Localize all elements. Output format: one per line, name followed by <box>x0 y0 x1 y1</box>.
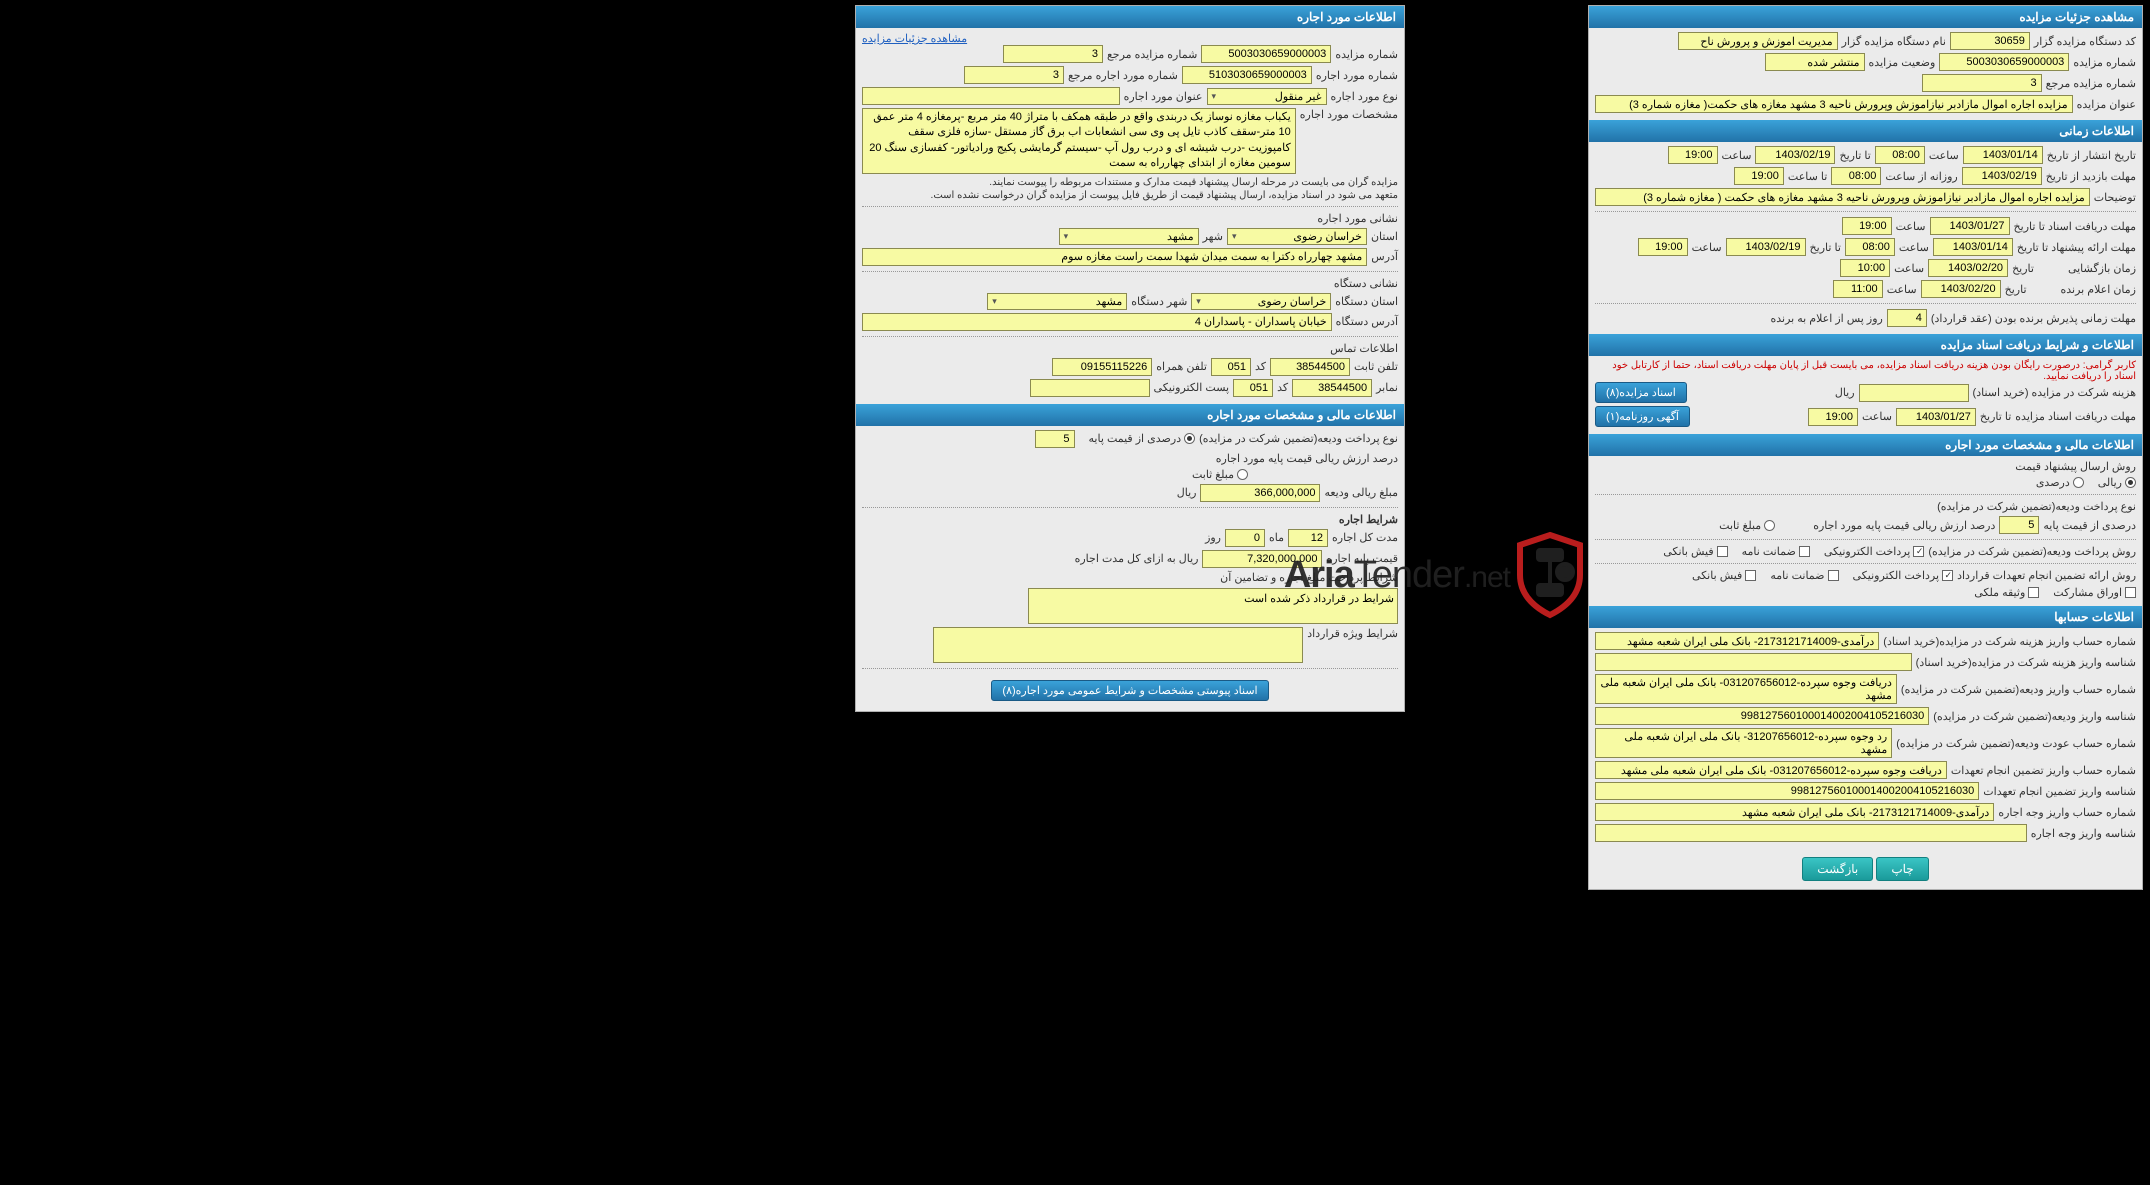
lbl-auction-no: شماره مزایده <box>2073 56 2136 69</box>
select-city[interactable]: مشهد▾ <box>1059 228 1199 245</box>
btn-back[interactable]: بازگشت <box>1802 857 1873 881</box>
desc2: متعهد می شود در اسناد مزایده، ارسال پیشن… <box>862 190 1398 201</box>
watermark: AriaTender.net <box>1284 530 1590 620</box>
btn-attach-docs[interactable]: اسناد پیوستی مشخصات و شرایط عمومی مورد ا… <box>991 680 1268 701</box>
header-time: اطلاعات زمانی <box>1589 120 2142 142</box>
fld-org-code: 30659 <box>1950 32 2030 50</box>
fld-status: منتشر شده <box>1765 53 1865 71</box>
lbl-org-name: نام دستگاه مزایده گزار <box>1842 35 1946 48</box>
fld-auction-no: 5003030659000003 <box>1939 53 2069 71</box>
btn-print[interactable]: چاپ <box>1876 857 1928 881</box>
lbl-title: عنوان مزایده <box>2077 98 2136 111</box>
fld-ref: 3 <box>1922 74 2042 92</box>
link-details[interactable]: مشاهده جزئیات مزایده <box>862 33 967 45</box>
radio-rial[interactable]: ریالی <box>2098 476 2136 489</box>
shield-icon <box>1510 530 1590 620</box>
header-accounts: اطلاعات حسابها <box>1589 606 2142 628</box>
header-view-details: مشاهده جزئیات مزایده <box>1589 6 2142 28</box>
fld-title: مزایده اجاره اموال مازادبر نیازاموزش وپر… <box>1595 95 2073 113</box>
fld-org-name: مدیریت اموزش و پرورش ناح <box>1678 32 1838 50</box>
radio-percent[interactable]: درصدی <box>2036 476 2084 489</box>
header-financial2: اطلاعات مالی و مشخصات مورد اجاره <box>856 404 1404 426</box>
btn-newspaper[interactable]: آگهی روزنامه(۱) <box>1595 406 1690 427</box>
lbl-ref: شماره مزایده مرجع <box>2046 77 2136 90</box>
desc1: مزایده گران می بایست در مرحله ارسال پیشن… <box>862 177 1398 188</box>
header-doc-receive: اطلاعات و شرایط دریافت اسناد مزایده <box>1589 334 2142 356</box>
lbl-publish: تاریخ انتشار از تاریخ <box>2047 149 2136 162</box>
select-province[interactable]: خراسان رضوی▾ <box>1227 228 1367 245</box>
select-lease-type[interactable]: غیر منقول▾ <box>1207 88 1327 105</box>
lbl-org-code: کد دستگاه مزایده گزار <box>2034 35 2136 48</box>
ta-special[interactable] <box>933 627 1303 663</box>
red-notice: کاربر گرامی: درصورت رایگان بودن هزینه در… <box>1595 360 2136 382</box>
main-panel: مشاهده جزئیات مزایده کد دستگاه مزایده گز… <box>1588 5 2143 890</box>
fld-notes: مزایده اجاره اموال مازادبر نیازاموزش وپر… <box>1595 188 2090 206</box>
header-financial: اطلاعات مالی و مشخصات مورد اجاره <box>1589 434 2142 456</box>
fld-d1: 1403/01/14 <box>1963 146 2043 164</box>
lbl-status: وضعیت مزایده <box>1869 56 1936 69</box>
header-lease-info: اطلاعات مورد اجاره <box>856 6 1404 28</box>
btn-auction-docs[interactable]: اسناد مزایده(۸) <box>1595 382 1687 403</box>
